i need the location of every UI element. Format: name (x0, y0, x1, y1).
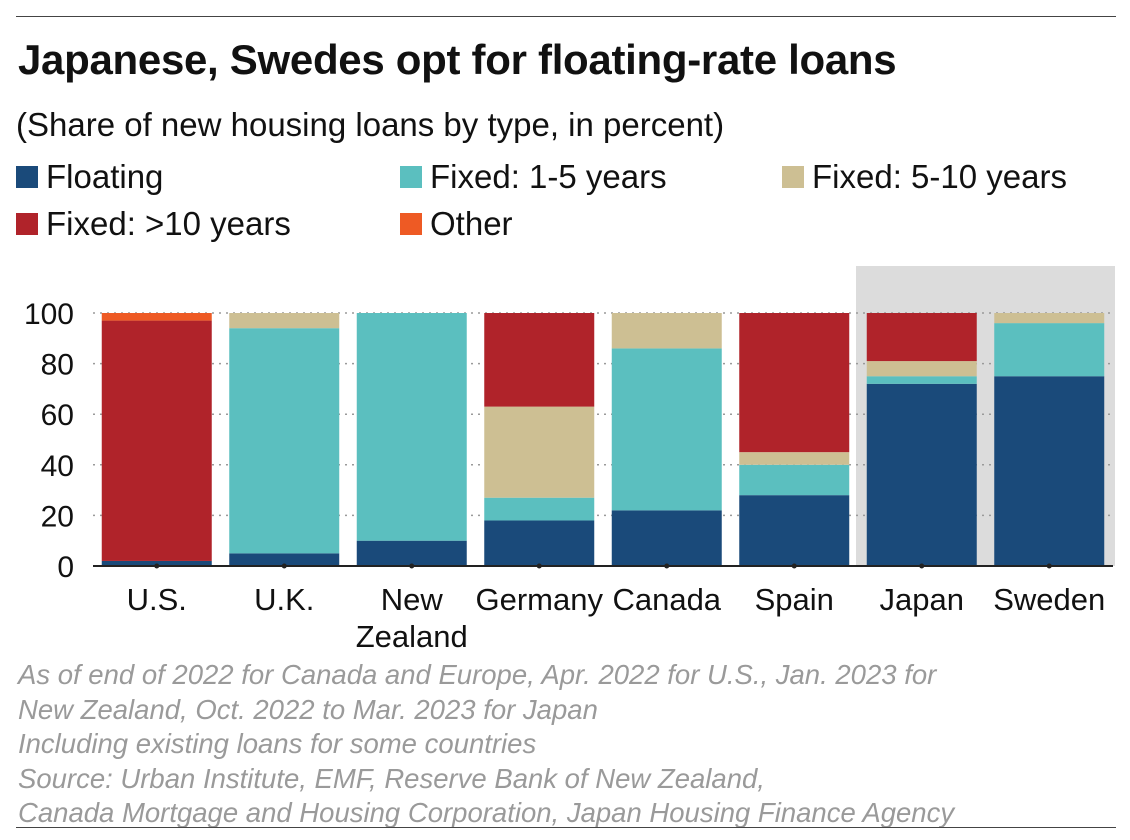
bar-segment-fixed-1-5-years (739, 464, 850, 496)
bar-segment-fixed-10-years (484, 313, 595, 407)
bar-segment-fixed-5-10-years (739, 452, 850, 465)
bar-segment-floating (356, 540, 467, 566)
x-tick-mark (536, 563, 542, 569)
legend-swatch-other (400, 213, 422, 235)
x-tick-mark (1046, 563, 1052, 569)
bar-segment-floating (484, 520, 595, 566)
legend-item-other: Other (400, 205, 513, 243)
source-line: Canada Mortgage and Housing Corporation,… (18, 797, 955, 828)
bar-segment-fixed-1-5-years (866, 376, 977, 384)
bar-segment-fixed-1-5-years (356, 313, 467, 541)
legend-item-floating: Floating (16, 158, 163, 196)
x-tick-label: U.K. (254, 582, 314, 617)
y-tick-label: 40 (41, 450, 74, 483)
x-tick-label: Canada (612, 582, 721, 617)
x-tick-label: Spain (755, 582, 834, 617)
y-tick-label: 80 (41, 349, 74, 382)
chart-notes: As of end of 2022 for Canada and Europe,… (18, 658, 1118, 831)
legend-swatch-fixed-5-10 (782, 166, 804, 188)
bar-segment-fixed-10-years (866, 313, 977, 362)
x-tick-label: Sweden (993, 582, 1105, 617)
x-tick-mark (409, 563, 415, 569)
bar-segment-fixed-5-10-years (994, 313, 1105, 324)
legend-label-floating: Floating (46, 158, 164, 195)
bar-segment-floating (611, 510, 722, 566)
x-tick-label: New Zealand (356, 582, 468, 650)
x-tick-mark (791, 563, 797, 569)
chart-subtitle: (Share of new housing loans by type, in … (16, 106, 725, 143)
x-tick-mark (664, 563, 670, 569)
legend-label-fixed-over-10: Fixed: >10 years (46, 205, 291, 242)
top-rule (16, 16, 1116, 17)
source-line: Source: Urban Institute, EMF, Reserve Ba… (18, 762, 765, 794)
legend-item-fixed-5-10: Fixed: 5-10 years (782, 158, 1067, 196)
legend-label-other: Other (430, 205, 513, 242)
x-tick-label: Japan (880, 582, 964, 617)
bar-segment-fixed-1-5-years (994, 323, 1105, 377)
legend-swatch-floating (16, 166, 38, 188)
y-tick-label: 60 (41, 399, 74, 432)
bar-segment-floating (994, 376, 1105, 566)
bar-segment-floating (229, 553, 340, 566)
bar-segment-fixed-1-5-years (229, 328, 340, 554)
bar-segment-fixed-10-years (101, 320, 212, 561)
bar-segment-floating (739, 495, 850, 566)
x-tick-mark (281, 563, 287, 569)
legend-swatch-fixed-over-10 (16, 213, 38, 235)
bottom-rule (16, 827, 1116, 828)
bar-segment-floating (101, 560, 212, 566)
legend-item-fixed-over-10: Fixed: >10 years (16, 205, 291, 243)
x-tick-label: U.S. (127, 582, 187, 617)
bar-segment-fixed-1-5-years (484, 497, 595, 521)
bar-segment-fixed-10-years (739, 313, 850, 453)
legend-swatch-fixed-1-5 (400, 166, 422, 188)
bar-segment-fixed-5-10-years (484, 406, 595, 498)
bar-segment-fixed-5-10-years (866, 361, 977, 377)
y-tick-label: 20 (41, 500, 74, 533)
bar-segment-fixed-5-10-years (229, 313, 340, 329)
x-tick-mark (154, 563, 160, 569)
bar-segment-fixed-5-10-years (611, 313, 722, 349)
legend-label-fixed-1-5: Fixed: 1-5 years (430, 158, 667, 195)
chart-title: Japanese, Swedes opt for floating-rate l… (18, 36, 897, 83)
legend-label-fixed-5-10: Fixed: 5-10 years (812, 158, 1067, 195)
legend-item-fixed-1-5: Fixed: 1-5 years (400, 158, 667, 196)
x-tick-label: Germany (476, 582, 604, 617)
y-tick-label: 100 (24, 298, 74, 331)
note-line: As of end of 2022 for Canada and Europe,… (18, 659, 937, 690)
bar-segment-floating (866, 383, 977, 566)
y-tick-label: 0 (57, 551, 74, 584)
x-tick-mark (919, 563, 925, 569)
bar-segment-other (101, 313, 212, 321)
note-line: Including existing loans for some countr… (18, 728, 537, 759)
bar-segment-fixed-1-5-years (611, 348, 722, 511)
note-line: New Zealand, Oct. 2022 to Mar. 2023 for … (18, 693, 598, 725)
